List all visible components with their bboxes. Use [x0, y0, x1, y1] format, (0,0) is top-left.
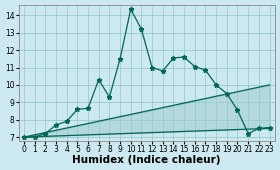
X-axis label: Humidex (Indice chaleur): Humidex (Indice chaleur): [73, 155, 221, 165]
